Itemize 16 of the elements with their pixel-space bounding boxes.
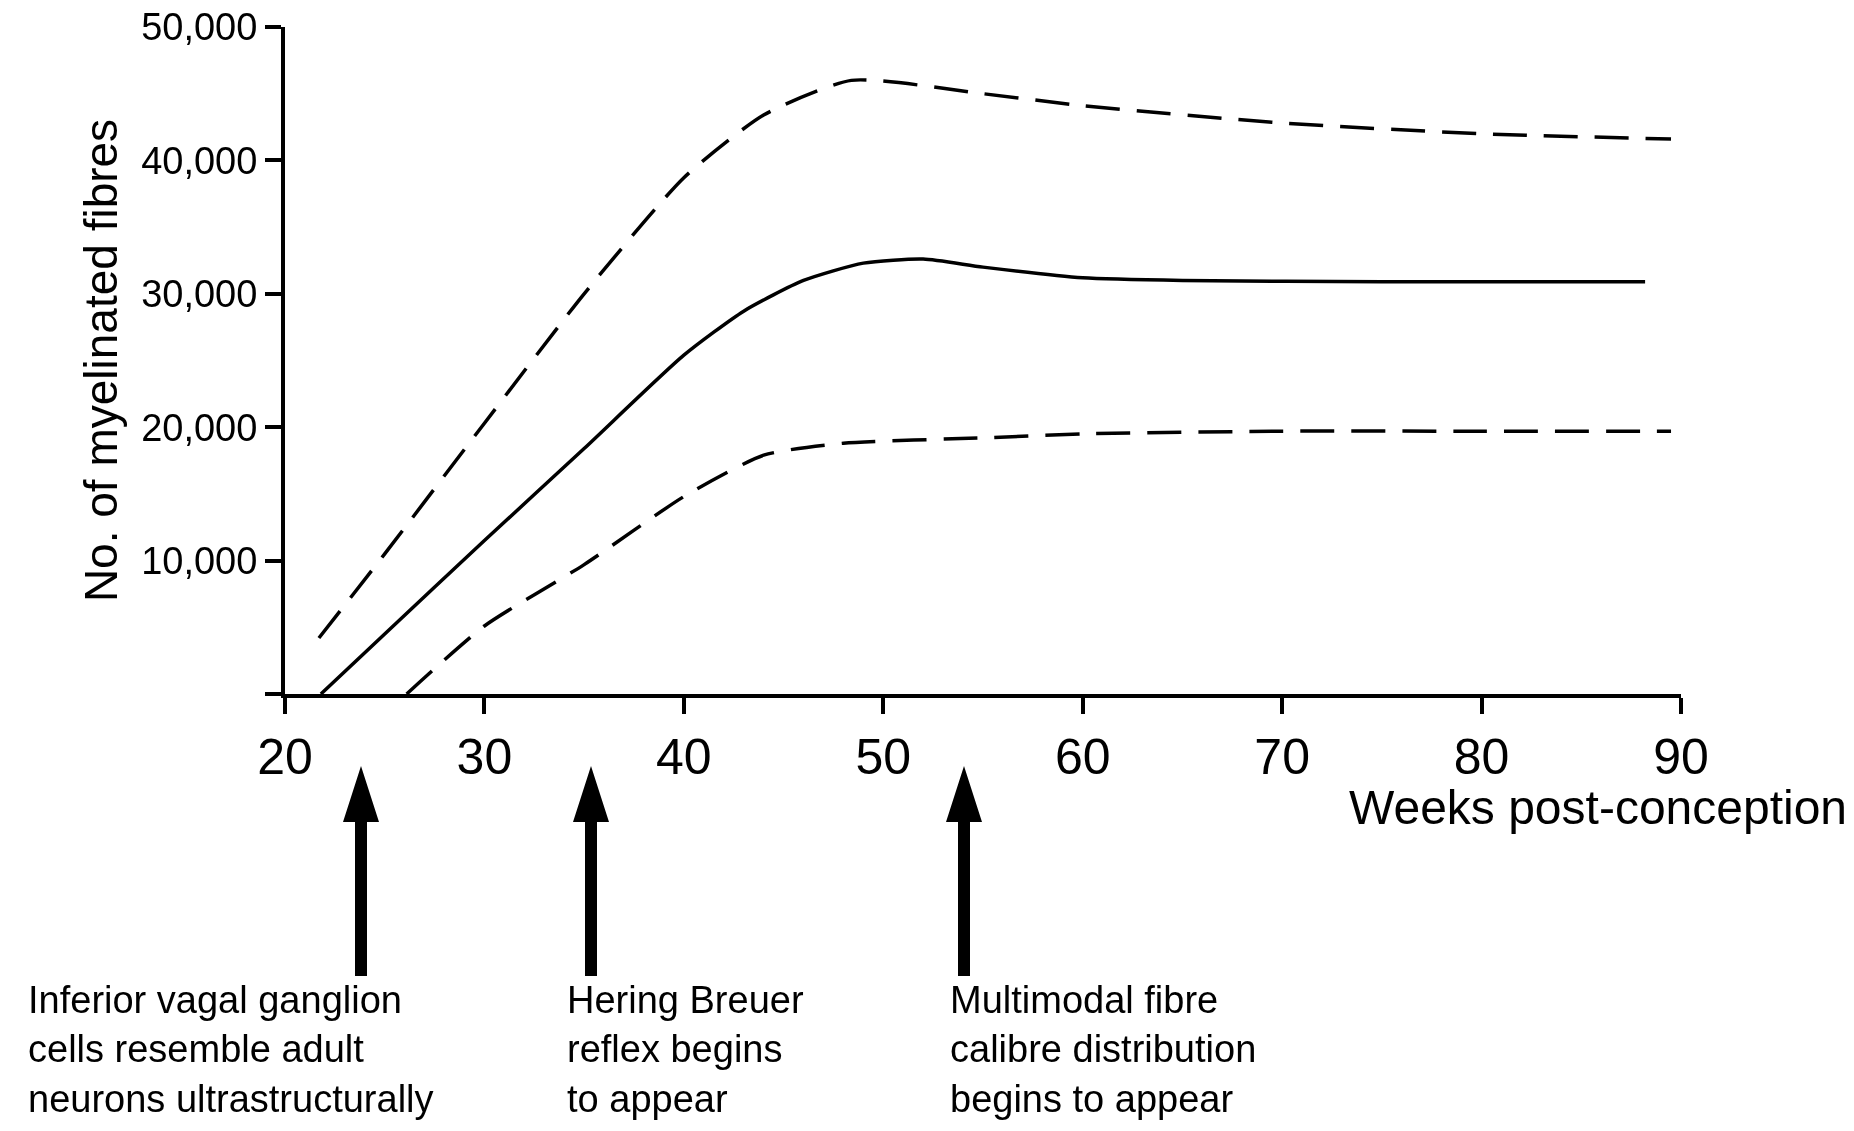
y-tick-label: 30,000 bbox=[141, 273, 258, 316]
y-tick-label: 40,000 bbox=[141, 139, 258, 182]
x-tick-label: 30 bbox=[456, 729, 513, 785]
y-tick-label: 20,000 bbox=[141, 406, 258, 449]
x-tick-label: 50 bbox=[855, 729, 912, 785]
text: Inferior vagal ganglion cells resemble adult neurons ultrastructurally bbox=[28, 979, 434, 1120]
y-tick-label: 50,000 bbox=[141, 6, 258, 49]
line-series bbox=[317, 78, 1673, 640]
y-tick-label: 10,000 bbox=[141, 539, 258, 582]
text: Hering Breuer reflex begins to appear bbox=[567, 979, 804, 1120]
x-tick-label: 70 bbox=[1254, 729, 1310, 785]
x-tick-label: 40 bbox=[656, 729, 712, 785]
x-tick-label: 20 bbox=[257, 729, 313, 785]
text: Multimodal fibre calibre distribution begins to appear bbox=[950, 979, 1257, 1120]
x-tick-label: 60 bbox=[1054, 729, 1111, 785]
y-axis-title: No. of myelinated fibres bbox=[75, 118, 128, 603]
